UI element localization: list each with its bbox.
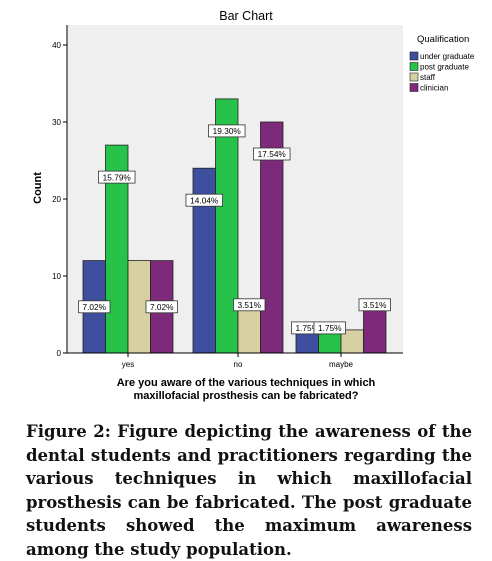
legend-item-label: staff bbox=[420, 73, 436, 82]
data-label: 1.75% bbox=[295, 323, 319, 333]
x-tick-label: maybe bbox=[329, 360, 354, 369]
data-label: 3.51% bbox=[237, 300, 261, 310]
data-label-box bbox=[233, 298, 266, 312]
bars bbox=[82, 98, 387, 354]
y-axis-label: Count bbox=[32, 172, 44, 204]
data-label: 1.75% bbox=[318, 323, 342, 333]
data-label-box bbox=[98, 170, 136, 184]
legend-item-label: under graduate bbox=[420, 52, 475, 61]
data-label-box bbox=[208, 124, 246, 138]
data-label-box bbox=[145, 300, 178, 314]
legend-title: Qualification bbox=[417, 34, 469, 45]
data-label-box bbox=[78, 300, 111, 314]
x-axis: yes no maybe bbox=[67, 352, 403, 369]
y-tick-label: 20 bbox=[52, 195, 61, 204]
data-label-box bbox=[313, 321, 346, 335]
data-label: 14.04% bbox=[190, 195, 219, 205]
legend-swatch bbox=[409, 72, 419, 82]
data-label-box bbox=[253, 147, 291, 161]
data-label: 19.30% bbox=[213, 126, 242, 136]
legend-swatch bbox=[409, 51, 419, 61]
data-label-box bbox=[358, 298, 391, 312]
y-tick-label: 10 bbox=[52, 272, 61, 281]
y-axis: 0 10 20 30 40 bbox=[52, 25, 68, 358]
y-tick-label: 0 bbox=[57, 349, 62, 358]
x-tick-label: no bbox=[234, 360, 243, 369]
legend-swatch bbox=[409, 62, 419, 71]
data-label: 17.54% bbox=[258, 149, 287, 159]
x-tick-label: yes bbox=[122, 360, 134, 369]
data-label: 7.02% bbox=[82, 302, 106, 312]
bar-staff-no bbox=[237, 306, 261, 354]
data-labels: 7.02% 14.04% 1.75% 15.79% 19.30% 1.75% 3.51% 7.… bbox=[78, 124, 391, 335]
x-axis-label-line-1: Are you aware of the various techniques … bbox=[117, 377, 376, 389]
data-label: 3.51% bbox=[363, 300, 387, 310]
chart-title: Bar Chart bbox=[219, 9, 273, 23]
y-tick-label: 30 bbox=[52, 118, 61, 127]
legend: Qualification under graduate post graduate… bbox=[409, 34, 475, 93]
data-label: 7.02% bbox=[150, 302, 174, 312]
data-label-box bbox=[185, 193, 223, 207]
y-tick-label: 40 bbox=[52, 41, 61, 50]
legend-swatch bbox=[409, 83, 419, 92]
legend-item-label: clinician bbox=[420, 84, 448, 93]
x-axis-label-line-2: maxillofacial prosthesis can be fabricat… bbox=[134, 390, 359, 402]
figure-caption: Figure 2: Figure depicting the awareness… bbox=[26, 422, 472, 559]
data-label: 15.79% bbox=[103, 172, 132, 182]
legend-item-label: post graduate bbox=[420, 63, 469, 72]
bar-clinician-maybe bbox=[363, 306, 387, 354]
bar-chart: Bar Chart Count Are you aware of the var… bbox=[32, 9, 475, 402]
